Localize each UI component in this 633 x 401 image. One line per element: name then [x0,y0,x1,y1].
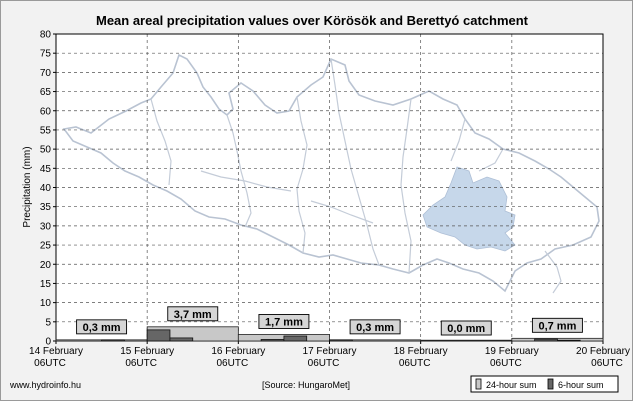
y-tick-label: 50 [40,145,52,156]
bar-6h [146,329,171,342]
subcatchment-boundary [400,98,412,274]
daily-value-label-text: 0,3 mm [356,322,394,334]
bar-6h [329,339,353,342]
x-tick-label-date: 19 February [485,346,539,357]
legend-swatch-6h [547,378,554,390]
daily-value-label-box [440,320,492,336]
bar-6h [169,337,194,342]
bar-6h [283,335,308,342]
y-tick-label: 5 [45,317,51,328]
daily-value-label-text: 3,7 mm [174,309,212,321]
subcatchment-boundary [226,114,252,228]
daily-value-label: 0,3 mm [349,319,401,335]
x-tick-label-time: 06UTC [216,358,248,369]
daily-value-label-box [531,317,583,333]
bar-6h [101,339,125,342]
x-tick-label-time: 06UTC [399,358,431,369]
highlighted-subcatchment [422,166,516,252]
y-tick-label: 10 [40,298,52,309]
daily-value-label: 0,7 mm [531,317,583,333]
x-tick-label-date: 15 February [120,346,174,357]
bars [55,326,604,342]
subcatchment-boundary [296,96,308,254]
subcatchment-boundary [150,98,172,186]
y-tick-label: 20 [40,260,52,271]
daily-value-label-text: 0,7 mm [538,320,576,332]
daily-value-label: 1,7 mm [258,314,310,329]
bar-6h [557,339,581,342]
bar-24h [420,339,513,342]
x-tick-label-date: 14 February [29,346,83,357]
legend: 24-hour sum 6-hour sum [470,375,619,393]
grid [56,34,603,341]
daily-value-label-text: 0,0 mm [447,323,485,335]
x-tick-label-date: 16 February [211,346,265,357]
website-credit: www.hydroinfo.hu [9,380,81,390]
data-labels: 0,3 mm 3,7 mm 1,7 mm 0,3 mm 0,0 mm 0,7 mm [76,306,583,336]
x-tick-label-time: 06UTC [591,358,623,369]
daily-value-label-text: 1,7 mm [265,316,303,328]
y-tick-label: 0 [45,337,51,348]
x-tick-label-time: 06UTC [308,358,340,369]
y-tick-label: 80 [40,30,52,41]
y-tick-label: 30 [40,221,52,232]
subcatchment-boundary [310,200,374,224]
x-tick-label-date: 17 February [303,346,357,357]
x-tick-label-time: 06UTC [34,358,66,369]
y-tick-label: 55 [40,125,52,136]
bar-6h [260,339,285,342]
daily-value-label: 0,0 mm [440,320,492,336]
daily-value-label-box [349,319,401,335]
y-tick-label: 35 [40,202,52,213]
legend-box [470,375,619,393]
y-tick-label: 65 [40,87,52,98]
daily-value-label-text: 0,3 mm [83,322,121,334]
legend-24h-label: 24-hour sum [486,380,537,390]
chart-title: Mean areal precipitation values over Kör… [96,13,529,28]
y-tick-label: 15 [40,279,52,290]
x-tick-label-time: 06UTC [490,358,522,369]
x-tick-label-date: 20 February [576,346,630,357]
legend-swatch-24h [475,378,482,390]
daily-value-label: 0,3 mm [76,319,128,335]
y-tick-label: 25 [40,241,52,252]
bar-6h [534,338,558,342]
subcatchment-boundary [544,250,562,294]
daily-value-label-box [76,319,128,335]
y-tick-label: 75 [40,49,52,60]
y-tick-label: 60 [40,106,52,117]
subcatchment-boundary [450,118,466,162]
catchment-map [62,53,600,294]
x-tick-label-time: 06UTC [125,358,157,369]
y-tick-label: 45 [40,164,52,175]
daily-value-label-box [258,314,310,329]
legend-6h-label: 6-hour sum [558,380,604,390]
x-tick-label-date: 18 February [394,346,448,357]
y-axis-title: Precipitation (mm) [22,146,33,227]
catchment-outline [62,53,600,293]
subcatchment-boundary [200,170,292,192]
source-credit: [Source: HungaroMet] [262,380,350,390]
y-tick-label: 40 [40,183,52,194]
daily-value-label-box [167,306,219,322]
daily-value-label: 3,7 mm [167,306,219,322]
subcatchment-boundary [330,58,380,266]
y-tick-label: 70 [40,68,52,79]
axes: 0 5 10 15 20 25 30 35 40 45 50 55 60 65 70 75 80 14 Febru… [29,30,630,370]
